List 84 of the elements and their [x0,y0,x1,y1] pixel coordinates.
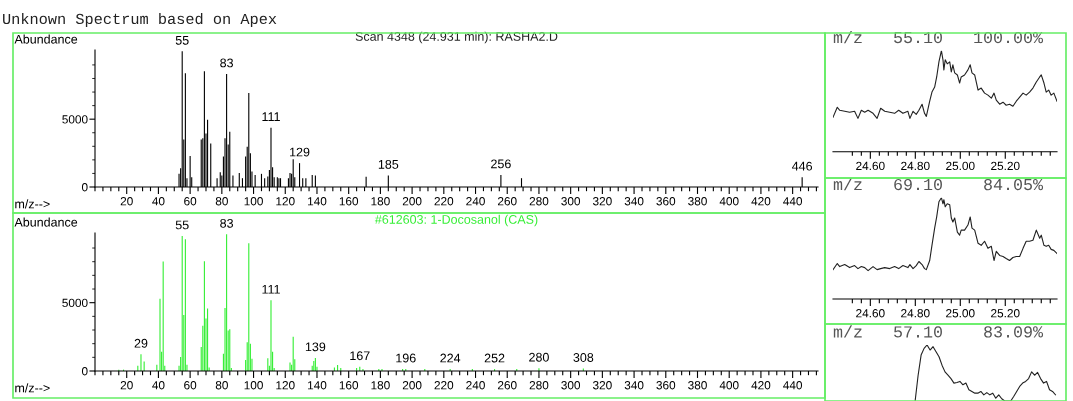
chart-subtitle: Scan 4348 (24.931 min): RASHA2.D [355,31,558,44]
annotation: 196 [396,353,416,363]
x-tick-label: 380 [688,197,707,206]
x-tick-label: 24.60 [856,309,885,318]
x-axis-title: m/z--> [15,199,50,209]
x-tick-label: 25.00 [946,161,975,171]
annotation: 111 [262,112,280,121]
x-tick-label: 25.00 [946,309,975,318]
x-tick-label: 420 [751,197,771,206]
x-tick-label: 280 [529,381,549,390]
x-tick-label: 420 [751,381,771,390]
x-tick-label: 20 [120,381,133,390]
y-tick-label: 5000 [62,298,88,308]
x-tick-label: 360 [656,381,676,390]
x-tick-label: 400 [719,381,739,390]
x-tick-label: 380 [688,381,707,390]
annotation: 111 [262,285,280,294]
x-tick-label: 160 [339,381,359,390]
x-tick-label: 40 [152,381,165,390]
x-tick-label: 200 [402,197,422,206]
annotation: 129 [290,147,310,157]
annotation: 280 [529,352,549,362]
annotation: 55 [175,220,189,230]
x-tick-label: 180 [371,197,390,206]
x-tick-label: 60 [184,381,197,390]
x-tick-label: 320 [592,381,612,390]
x-axis-title: m/z--> [15,383,50,393]
chart-title: m/z 69.10 84.05% [833,178,1044,191]
x-tick-label: 300 [561,197,581,206]
x-tick-label: 300 [561,381,581,390]
x-tick-label: 100 [244,381,263,390]
x-tick-label: 24.60 [856,161,885,171]
x-tick-label: 25.20 [991,161,1020,171]
x-tick-label: 80 [215,197,228,206]
x-tick-label: 260 [497,197,517,206]
x-tick-label: 240 [466,197,485,206]
x-tick-label: 140 [308,381,327,390]
chart-subtitle: #612603: 1-Docosanol (CAS) [374,214,538,227]
y-tick-label: 5000 [62,115,88,124]
annotation: 29 [134,338,148,348]
x-tick-label: 120 [276,197,295,206]
x-tick-label: 160 [339,197,359,206]
x-tick-label: 440 [783,381,803,390]
x-tick-label: 220 [434,197,454,206]
annotation: 256 [491,159,511,169]
annotation: 83 [220,218,233,228]
annotation: 139 [305,342,326,352]
annotation: 446 [792,161,813,171]
x-tick-label: 400 [719,197,739,206]
x-tick-label: 60 [184,197,197,206]
y-tick-label: 0 [81,183,88,192]
y-axis-title: Abundance [14,34,78,44]
x-tick-label: 140 [308,197,327,206]
annotation: 308 [573,353,594,362]
chart-title: Unknown Spectrum based on Apex [3,12,277,28]
annotation: 55 [175,36,189,45]
annotation: 167 [350,351,370,361]
annotation: 224 [440,353,461,363]
x-tick-label: 40 [152,197,165,206]
annotation: 185 [378,159,399,169]
x-tick-label: 240 [466,381,485,390]
y-axis-title: Abundance [14,217,78,227]
x-tick-label: 100 [244,197,263,206]
y-tick-label: 0 [81,367,88,376]
x-tick-label: 180 [371,381,390,390]
x-tick-label: 25.20 [991,309,1020,318]
annotation: 83 [220,58,233,68]
x-tick-label: 120 [276,381,295,390]
x-tick-label: 280 [529,197,549,206]
x-tick-label: 20 [120,197,133,206]
x-tick-label: 360 [656,197,676,206]
x-tick-label: 24.80 [901,161,930,171]
x-tick-label: 260 [497,381,517,390]
chart-title: m/z 57.10 83.09% [833,325,1044,338]
x-tick-label: 440 [783,197,803,206]
x-tick-label: 320 [592,197,612,206]
x-tick-label: 340 [624,197,644,206]
x-tick-label: 220 [434,381,454,390]
x-tick-label: 340 [624,381,644,390]
chart-title: m/z 55.10 100.00% [833,31,1044,44]
annotation: 252 [484,353,505,363]
x-tick-label: 24.80 [901,309,930,318]
x-tick-label: 80 [215,381,228,390]
x-tick-label: 200 [402,381,422,390]
